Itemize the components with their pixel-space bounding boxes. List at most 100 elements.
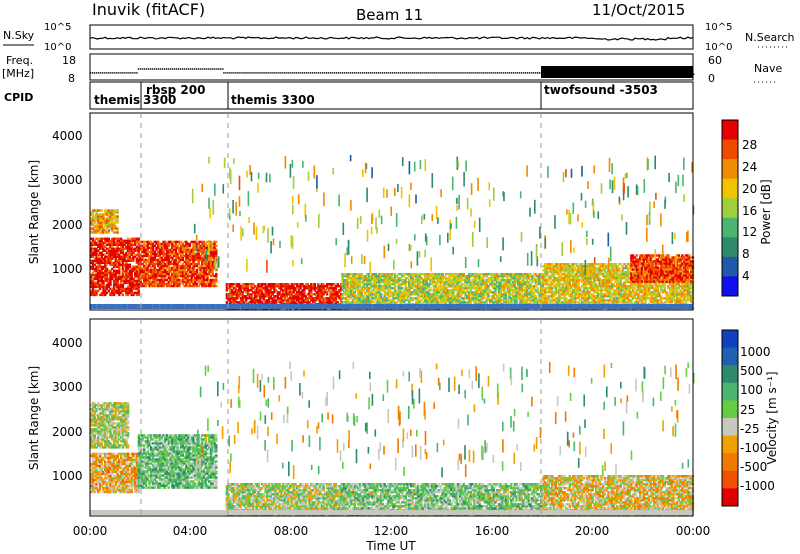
power-cell	[549, 301, 552, 304]
power-cell	[369, 291, 372, 294]
power-cell	[306, 293, 309, 296]
power-cell	[116, 249, 119, 252]
power-cell	[529, 285, 532, 288]
power-cell	[331, 295, 334, 298]
power-cell	[415, 297, 418, 300]
power-cell	[211, 268, 214, 272]
power-cell	[104, 257, 107, 260]
power-cell	[188, 244, 192, 248]
power-cell	[374, 285, 378, 288]
power-cell	[520, 291, 523, 294]
power-cell	[334, 293, 338, 296]
power-cell	[98, 237, 102, 240]
power-cell	[259, 297, 262, 300]
power-cell	[215, 278, 218, 282]
power-cell	[197, 266, 200, 270]
power-cell	[255, 289, 258, 292]
power-cell	[471, 279, 474, 282]
power-cell	[123, 243, 126, 246]
power-cell	[586, 281, 589, 284]
power-cell	[95, 277, 98, 281]
power-cell	[126, 281, 130, 285]
power-cell	[97, 289, 100, 293]
power-cell	[253, 299, 257, 302]
power-cell	[453, 273, 457, 276]
power-cell	[443, 301, 446, 304]
power-cell	[135, 253, 139, 256]
power-cell	[202, 282, 206, 286]
power-cell	[480, 273, 483, 276]
power-cell	[566, 273, 570, 276]
power-cell	[441, 277, 444, 280]
power-cell	[467, 281, 471, 284]
power-cell	[104, 267, 107, 271]
power-cell	[157, 254, 160, 258]
power-cell	[128, 243, 132, 246]
power-cell	[181, 250, 185, 254]
power-cell	[378, 285, 381, 288]
power-cell	[90, 255, 93, 258]
power-cell	[388, 289, 392, 292]
power-cell	[577, 285, 580, 288]
power-cell	[436, 273, 439, 276]
power-cell	[95, 273, 98, 277]
power-cell	[130, 253, 133, 256]
power-cell	[172, 270, 176, 274]
power-cell	[238, 289, 241, 292]
power-cell	[577, 295, 580, 298]
power-cell	[524, 277, 527, 280]
freq-point	[512, 72, 514, 74]
power-cell	[388, 279, 392, 282]
freq-point	[289, 72, 291, 74]
power-cell	[111, 261, 114, 264]
power-cell	[534, 299, 538, 302]
freq-point	[253, 72, 255, 74]
power-cell	[311, 283, 315, 286]
power-cell	[487, 291, 490, 294]
freq-point	[237, 72, 239, 74]
freq-point	[277, 72, 279, 74]
power-cell	[383, 279, 386, 282]
power-cell	[593, 297, 596, 300]
power-cell	[534, 273, 538, 276]
power-cell	[112, 251, 116, 254]
power-cell	[137, 260, 141, 264]
power-cell	[250, 287, 253, 290]
power-cell	[271, 291, 274, 294]
power-cell	[346, 287, 349, 290]
power-cell	[350, 301, 353, 304]
power-cell	[510, 301, 513, 304]
power-cell	[499, 299, 502, 302]
power-cell	[570, 273, 573, 276]
power-cell	[171, 274, 174, 278]
power-cell	[582, 281, 586, 284]
power-cell	[209, 268, 213, 272]
power-cell	[93, 275, 96, 279]
power-cell	[558, 265, 561, 268]
power-cell	[467, 273, 471, 276]
power-cell	[90, 279, 93, 283]
power-cell	[165, 272, 169, 276]
power-cell	[584, 293, 587, 296]
power-cell	[194, 264, 197, 268]
power-cell	[267, 301, 271, 304]
power-cell	[573, 279, 577, 282]
power-cell	[392, 301, 395, 304]
power-cell	[525, 301, 529, 304]
power-cell	[411, 277, 414, 280]
power-cell	[276, 297, 280, 300]
power-cell	[499, 279, 502, 282]
power-cell	[111, 255, 114, 258]
power-cell	[278, 287, 281, 290]
power-cell	[167, 262, 170, 266]
power-cell	[148, 242, 151, 246]
power-cell	[119, 247, 123, 250]
power-cell	[453, 277, 457, 280]
power-cell	[542, 293, 545, 296]
power-cell	[559, 295, 563, 298]
power-cell	[517, 289, 520, 292]
power-cell	[445, 299, 448, 302]
power-cell	[225, 287, 229, 290]
power-cell	[262, 293, 265, 296]
power-cell	[162, 260, 165, 264]
